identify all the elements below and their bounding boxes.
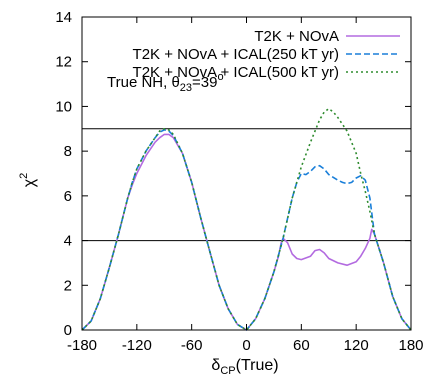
series-line-1 (81, 133, 412, 331)
x-tick-label: -180 (67, 337, 97, 354)
y-tick-label: 0 (64, 322, 72, 339)
y-tick-label: 6 (64, 188, 72, 205)
y-tick-label: 10 (55, 98, 72, 115)
annotation-true-nh: True NH, θ23=39o (107, 71, 224, 94)
legend-label-1: T2K + NOvA (254, 28, 339, 45)
axis-ticks: -180 -120 -60 0 60 120 180 0 2 4 6 8 10 12 14 (55, 9, 423, 354)
y-tick-label: 8 (64, 143, 72, 160)
y-tick-label: 2 (64, 277, 72, 294)
legend-label-3: T2K + NOvA + ICAL(500 kT yr) (133, 64, 339, 81)
y-tick-label: 14 (55, 9, 72, 26)
series-layer (81, 107, 412, 331)
x-tick-label: 120 (344, 337, 369, 354)
y-axis-label: χ2 (18, 173, 38, 188)
x-tick-label: 180 (398, 337, 423, 354)
y-tick-label: 12 (55, 54, 72, 71)
legend-label-2: T2K + NOvA + ICAL(250 kT yr) (133, 46, 339, 63)
series-line-3 (81, 107, 412, 331)
y-tick-label: 4 (64, 233, 72, 250)
x-tick-label: 60 (293, 337, 310, 354)
x-tick-label: -60 (181, 337, 203, 354)
x-tick-label: -120 (122, 337, 152, 354)
series-line-2 (81, 129, 412, 331)
reference-lines (82, 128, 411, 242)
x-axis-label: δCP(True) (211, 357, 278, 377)
x-tick-label: 0 (242, 337, 250, 354)
